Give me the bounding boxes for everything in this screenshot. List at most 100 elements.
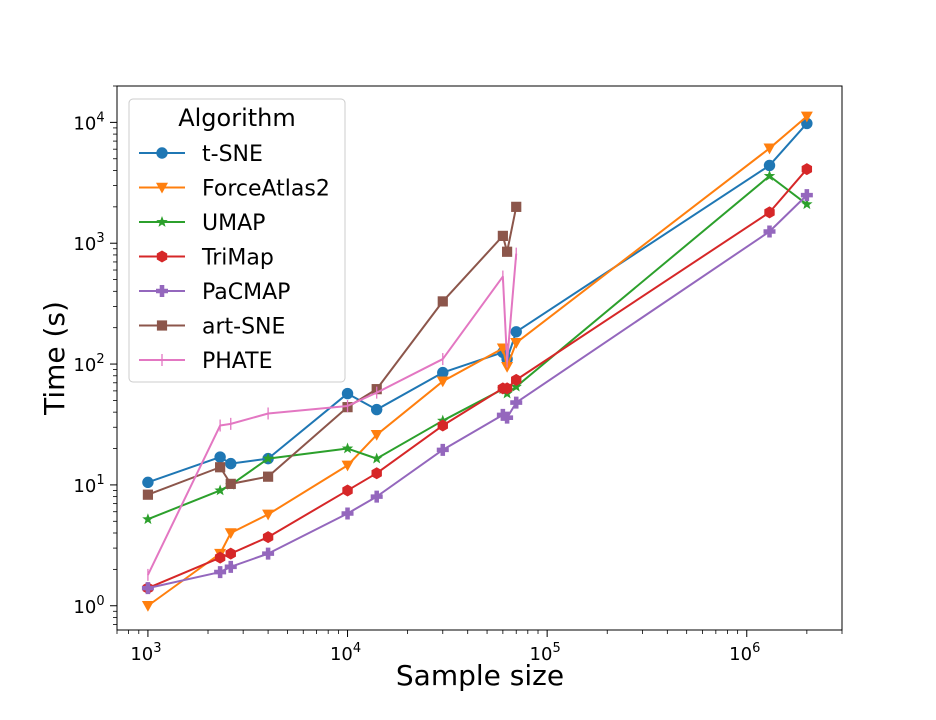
- data-point-t-sne: [214, 451, 226, 463]
- data-point-art-sne: [437, 296, 448, 307]
- legend-entry-pacmap: PaCMAP: [139, 280, 290, 305]
- legend-entry-forceatlas2: ForceAtlas2: [139, 177, 330, 202]
- data-point-t-sne: [763, 159, 776, 172]
- y-tick-label: 103: [73, 231, 104, 255]
- series-line-forceatlas2: [147, 115, 808, 607]
- data-point-umap: [262, 452, 274, 464]
- data-point-umap: [510, 380, 522, 392]
- y-axis-label: Time (s): [38, 301, 71, 416]
- data-point-umap: [763, 169, 776, 181]
- legend-label: ForceAtlas2: [202, 177, 330, 202]
- y-tick-label: 104: [73, 110, 104, 134]
- data-point-art-sne: [501, 246, 513, 257]
- data-point-pacmap: [214, 566, 227, 579]
- data-point-pacmap: [370, 490, 383, 503]
- legend-label: UMAP: [202, 211, 265, 236]
- data-point-art-sne: [142, 489, 154, 500]
- x-tick-label: 104: [330, 641, 361, 665]
- legend-entries: t-SNE ForceAtlas2 UMAP TriMap PaCMAP art-SNE P…: [139, 142, 330, 374]
- series-layer: [141, 111, 813, 612]
- data-point-pacmap: [224, 560, 237, 573]
- data-point-umap: [214, 484, 226, 496]
- data-point-forceatlas2: [224, 528, 237, 539]
- data-point-t-sne: [801, 117, 813, 130]
- data-point-trimap: [371, 467, 382, 480]
- data-point-trimap: [511, 373, 522, 386]
- legend-marker: [156, 285, 168, 297]
- x-tick-label: 106: [729, 641, 760, 665]
- legend-entry-trimap: TriMap: [139, 246, 274, 271]
- data-point-pacmap: [501, 411, 514, 424]
- data-point-t-sne: [341, 387, 354, 400]
- data-point-umap: [370, 452, 383, 464]
- data-point-trimap: [437, 419, 448, 432]
- data-point-pacmap: [800, 189, 813, 202]
- x-tick-label: 105: [530, 641, 561, 665]
- data-point-art-sne: [497, 230, 508, 241]
- x-axis-label: Sample size: [396, 659, 564, 692]
- legend: Algorithm t-SNE ForceAtlas2 UMAP TriMap PaCM…: [128, 98, 346, 383]
- series-pacmap: [141, 189, 813, 595]
- series-phate: [147, 247, 518, 581]
- data-point-pacmap: [262, 547, 275, 560]
- data-point-forceatlas2: [370, 429, 383, 441]
- data-point-trimap: [801, 163, 813, 176]
- data-point-forceatlas2: [141, 600, 154, 612]
- y-tick-label: 101: [73, 473, 104, 497]
- data-point-art-sne: [215, 462, 226, 473]
- legend-entry-phate: PHATE: [139, 349, 273, 374]
- legend-marker: [156, 320, 168, 331]
- data-point-art-sne: [225, 478, 236, 489]
- data-point-pacmap: [141, 582, 154, 595]
- data-point-forceatlas2: [510, 337, 523, 349]
- data-point-t-sne: [371, 403, 383, 416]
- legend-entry-t-sne: t-SNE: [139, 142, 263, 167]
- legend-entry-umap: UMAP: [139, 211, 265, 236]
- data-point-t-sne: [142, 476, 154, 489]
- legend-marker: [156, 216, 168, 227]
- series-line-phate: [147, 253, 518, 576]
- legend-marker: [156, 147, 168, 159]
- data-point-pacmap: [496, 408, 509, 421]
- data-point-umap: [142, 513, 154, 525]
- data-point-trimap: [262, 531, 274, 544]
- data-point-umap: [801, 198, 813, 210]
- legend-title: Algorithm: [178, 104, 296, 132]
- data-point-art-sne: [511, 201, 522, 212]
- series-art-sne: [142, 201, 522, 500]
- data-point-forceatlas2: [341, 460, 354, 472]
- data-point-umap: [341, 442, 354, 454]
- legend-marker: [156, 182, 168, 194]
- data-point-t-sne: [510, 326, 522, 338]
- x-tick-label: 103: [130, 641, 161, 665]
- data-point-trimap: [342, 484, 353, 497]
- legend-label: PHATE: [202, 349, 273, 374]
- data-point-forceatlas2: [763, 143, 776, 155]
- legend-label: TriMap: [201, 246, 274, 271]
- data-point-art-sne: [262, 471, 274, 482]
- legend-frame: [128, 98, 346, 383]
- data-point-pacmap: [763, 225, 776, 238]
- ticks-layer: 103 104 105 106 100 101 102 103 104: [73, 85, 843, 665]
- legend-marker: [156, 250, 168, 263]
- data-point-trimap: [225, 547, 236, 560]
- data-point-pacmap: [436, 443, 449, 456]
- data-point-forceatlas2: [262, 509, 275, 521]
- y-tick-label: 100: [73, 594, 104, 618]
- data-point-forceatlas2: [436, 376, 449, 388]
- data-point-t-sne: [437, 366, 449, 379]
- data-point-trimap: [214, 551, 226, 564]
- data-point-trimap: [501, 382, 513, 395]
- legend-label: art-SNE: [202, 315, 285, 340]
- series-trimap: [142, 163, 813, 595]
- data-point-pacmap: [341, 507, 354, 520]
- data-point-t-sne: [225, 457, 237, 470]
- legend-entry-art-sne: art-SNE: [139, 315, 285, 340]
- legend-label: t-SNE: [202, 142, 263, 167]
- legend-label: PaCMAP: [202, 280, 290, 305]
- series-line-art-sne: [147, 206, 518, 496]
- data-point-trimap: [764, 206, 775, 219]
- data-point-pacmap: [510, 396, 523, 409]
- data-point-forceatlas2: [800, 111, 813, 123]
